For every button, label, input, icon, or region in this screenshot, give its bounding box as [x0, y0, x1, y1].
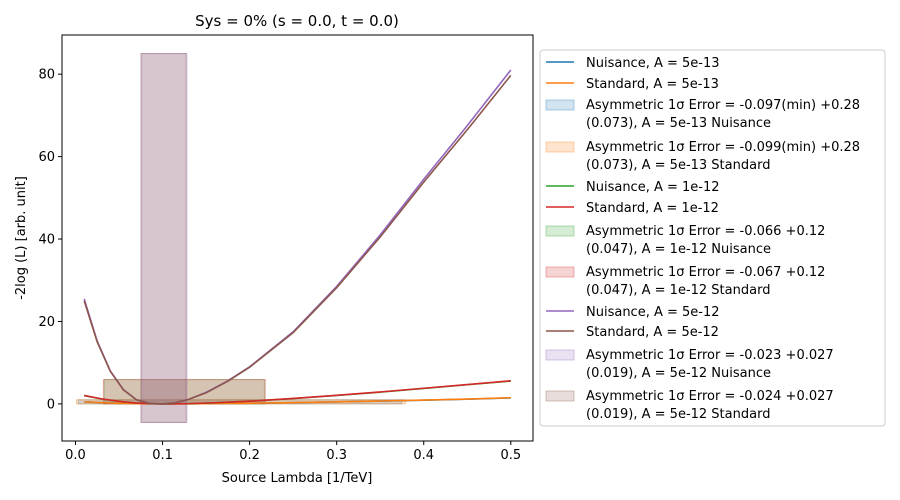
legend-item: Asymmetric 1σ Error = -0.066 +0.12 (0.047… [545, 224, 825, 257]
legend-item: Standard, A = 5e-12 [546, 325, 719, 340]
y-axis: 0 20 40 60 80 [38, 68, 62, 412]
x-tick-label: 0.1 [152, 448, 173, 463]
y-tick-label: 80 [38, 68, 55, 83]
legend-item: Asymmetric 1σ Error = -0.024 +0.027 (0.01… [545, 389, 834, 422]
legend-label: Asymmetric 1σ Error = -0.023 +0.027 (0.01… [586, 348, 834, 381]
legend-item: Standard, A = 5e-13 [546, 77, 719, 92]
legend-swatch [545, 390, 575, 402]
x-axis-label: Source Lambda [1/TeV] [222, 471, 373, 486]
y-axis-label: -2log (L) [arb. unit] [14, 176, 29, 300]
legend-swatch [545, 99, 575, 111]
lines-layer [83, 69, 512, 405]
y-tick-label: 40 [38, 233, 55, 248]
bands-layer [75, 53, 406, 423]
series-line-standard-a-5e-12 [83, 74, 512, 405]
x-tick-label: 0.0 [65, 448, 86, 463]
series-line-standard-a-1e-12 [84, 380, 511, 405]
legend-item: Nuisance, A = 5e-13 [546, 56, 720, 71]
legend-label: Standard, A = 1e-12 [586, 201, 719, 216]
legend-frame [539, 49, 886, 427]
legend-label: Nuisance, A = 1e-12 [586, 180, 720, 195]
legend-label: Asymmetric 1σ Error = -0.097(min) +0.28(… [586, 98, 860, 131]
legend-label: Nuisance, A = 5e-13 [586, 56, 720, 71]
legend-swatch [545, 141, 575, 153]
legend-swatch [545, 349, 575, 361]
legend-item: Asymmetric 1σ Error = -0.097(min) +0.28(… [545, 98, 860, 131]
y-tick-label: 60 [38, 150, 55, 165]
legend-label: Nuisance, A = 5e-12 [586, 305, 720, 320]
legend: Nuisance, A = 5e-13 Standard, A = 5e-13 As… [539, 49, 886, 427]
y-tick-label: 20 [38, 315, 55, 330]
x-tick-label: 0.2 [239, 448, 260, 463]
legend-label: Asymmetric 1σ Error = -0.024 +0.027 (0.01… [586, 389, 834, 422]
legend-item: Nuisance, A = 5e-12 [546, 305, 720, 320]
x-tick-label: 0.5 [500, 448, 521, 463]
legend-label: Asymmetric 1σ Error = -0.099(min) +0.28(… [586, 140, 860, 173]
band-11 [141, 53, 188, 423]
x-axis: 0.0 0.1 0.2 0.3 0.4 0.5 [65, 441, 521, 463]
x-tick-label: 0.4 [413, 448, 434, 463]
legend-label: Standard, A = 5e-13 [586, 77, 719, 92]
legend-label: Standard, A = 5e-12 [586, 325, 719, 340]
chart-title: Sys = 0% (s = 0.0, t = 0.0) [195, 12, 399, 30]
legend-item: Nuisance, A = 1e-12 [546, 180, 720, 195]
legend-swatch [545, 225, 575, 237]
legend-item: Asymmetric 1σ Error = -0.099(min) +0.28(… [545, 140, 860, 173]
legend-item: Asymmetric 1σ Error = -0.067 +0.12 (0.047… [545, 265, 825, 298]
y-tick-label: 0 [47, 397, 55, 412]
legend-label: Asymmetric 1σ Error = -0.067 +0.12 (0.047… [586, 265, 825, 298]
plot-frame [61, 34, 534, 442]
legend-item: Asymmetric 1σ Error = -0.023 +0.027 (0.01… [545, 348, 834, 381]
legend-label: Asymmetric 1σ Error = -0.066 +0.12 (0.047… [586, 224, 825, 257]
legend-swatch [545, 266, 575, 278]
x-tick-label: 0.3 [326, 448, 347, 463]
legend-item: Standard, A = 1e-12 [546, 201, 719, 216]
band-12 [140, 53, 187, 423]
